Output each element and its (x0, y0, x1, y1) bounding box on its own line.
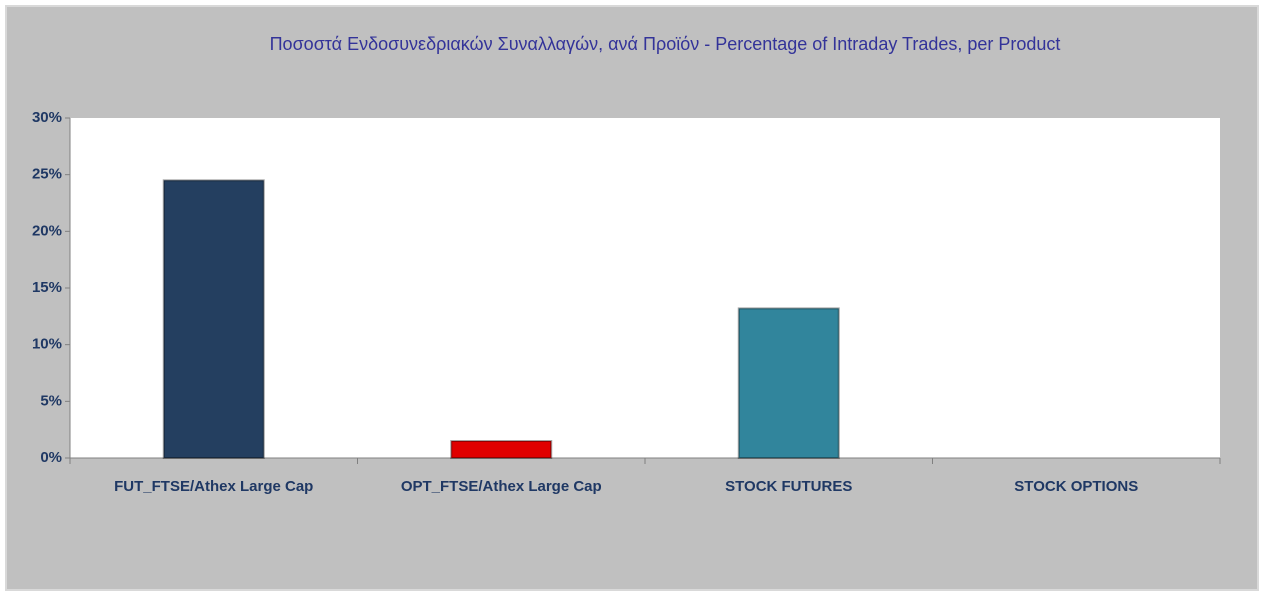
y-tick-label: 5% (40, 392, 62, 409)
bar (162, 179, 265, 459)
x-tick-label: FUT_FTSE/Athex Large Cap (114, 478, 313, 495)
x-tick-label: STOCK FUTURES (725, 478, 852, 495)
y-tick-label: 10% (32, 336, 62, 353)
y-tick-label: 30% (32, 109, 62, 126)
y-tick-label: 20% (32, 222, 62, 239)
y-tick-label: 0% (40, 449, 62, 466)
chart-title: Ποσοστά Ενδοσυνεδριακών Συναλλαγών, ανά … (269, 34, 1061, 54)
x-tick-label: OPT_FTSE/Athex Large Cap (401, 478, 602, 495)
y-tick-label: 25% (32, 166, 62, 183)
x-tick-label: STOCK OPTIONS (1014, 478, 1138, 495)
y-tick-label: 15% (32, 279, 62, 296)
bar (737, 307, 840, 459)
bar (450, 440, 553, 459)
